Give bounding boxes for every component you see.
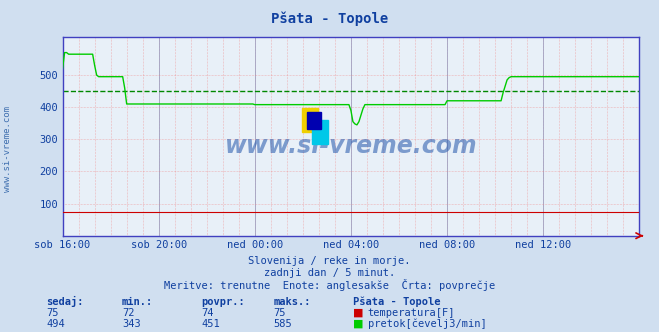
Text: Slovenija / reke in morje.: Slovenija / reke in morje. bbox=[248, 256, 411, 266]
Bar bbox=[312, 120, 328, 144]
Text: ■: ■ bbox=[353, 319, 363, 329]
Text: Pšata - Topole: Pšata - Topole bbox=[353, 296, 440, 307]
Text: temperatura[F]: temperatura[F] bbox=[368, 308, 455, 318]
Text: Pšata - Topole: Pšata - Topole bbox=[271, 12, 388, 26]
Text: Meritve: trenutne  Enote: anglesakše  Črta: povprečje: Meritve: trenutne Enote: anglesakše Črta… bbox=[164, 279, 495, 290]
Bar bbox=[302, 108, 318, 132]
Text: pretok[čevelj3/min]: pretok[čevelj3/min] bbox=[368, 318, 486, 329]
Text: www.si-vreme.com: www.si-vreme.com bbox=[3, 106, 13, 193]
Text: 585: 585 bbox=[273, 319, 292, 329]
Text: 72: 72 bbox=[122, 308, 134, 318]
Text: 75: 75 bbox=[46, 308, 59, 318]
Text: 75: 75 bbox=[273, 308, 286, 318]
Text: ■: ■ bbox=[353, 308, 363, 318]
Bar bbox=[306, 112, 322, 128]
Text: min.:: min.: bbox=[122, 297, 153, 307]
Text: zadnji dan / 5 minut.: zadnji dan / 5 minut. bbox=[264, 268, 395, 278]
Text: 74: 74 bbox=[201, 308, 214, 318]
Text: 451: 451 bbox=[201, 319, 219, 329]
Text: sedaj:: sedaj: bbox=[46, 296, 84, 307]
Text: maks.:: maks.: bbox=[273, 297, 311, 307]
Text: povpr.:: povpr.: bbox=[201, 297, 244, 307]
Text: 494: 494 bbox=[46, 319, 65, 329]
Text: 343: 343 bbox=[122, 319, 140, 329]
Text: www.si-vreme.com: www.si-vreme.com bbox=[225, 134, 477, 158]
